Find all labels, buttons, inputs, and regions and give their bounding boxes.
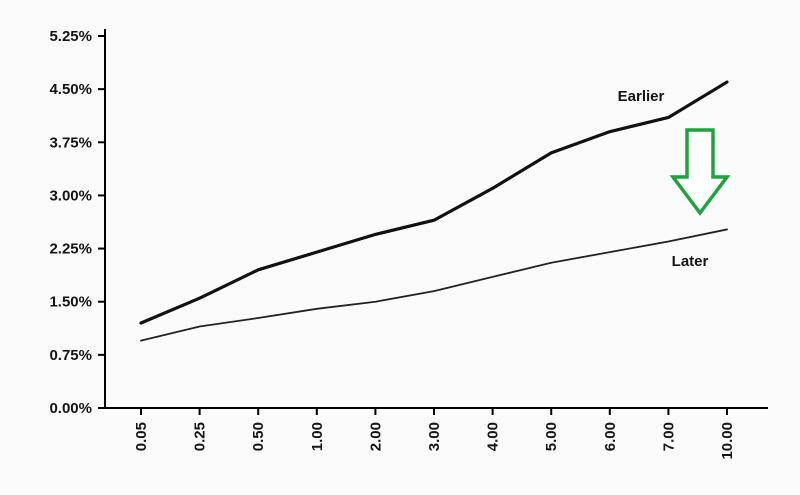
x-tick-label: 6.00 — [602, 422, 619, 451]
y-tick-label: 3.00% — [49, 187, 92, 204]
x-tick-label: 4.00 — [485, 422, 502, 451]
x-tick-label: 0.05 — [133, 422, 150, 451]
y-tick-label: 5.25% — [49, 28, 92, 45]
series-label-later: Later — [672, 253, 709, 270]
x-tick-label: 5.00 — [543, 422, 560, 451]
y-tick-label: 2.25% — [49, 241, 92, 258]
x-tick-label: 3.00 — [426, 422, 443, 451]
x-tick-label: 1.00 — [309, 422, 326, 451]
y-tick-label: 0.00% — [49, 400, 92, 417]
series-line-earlier — [139, 80, 729, 325]
x-tick-label: 7.00 — [660, 422, 677, 451]
x-tick-label: 2.00 — [367, 422, 384, 451]
x-tick-label: 0.50 — [250, 422, 267, 451]
y-tick-label: 1.50% — [49, 294, 92, 311]
y-tick-label: 0.75% — [49, 347, 92, 364]
y-tick-label: 3.75% — [49, 134, 92, 151]
series-line-later — [140, 228, 728, 342]
series-label-earlier: Earlier — [618, 88, 665, 105]
down-arrow-icon — [669, 128, 731, 216]
x-tick-label: 10.00 — [719, 422, 736, 460]
x-tick-label: 0.25 — [192, 422, 209, 451]
y-tick-label: 4.50% — [49, 81, 92, 98]
